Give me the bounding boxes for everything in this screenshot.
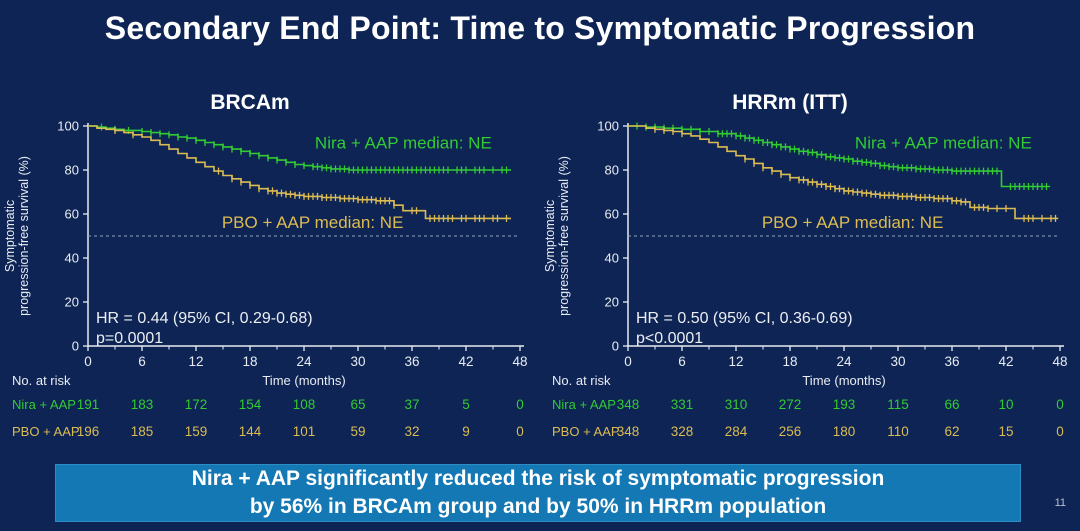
- page-title: Secondary End Point: Time to Symptomatic…: [104, 10, 976, 46]
- risk-value: 5: [462, 397, 470, 412]
- x-tick-label: 36: [404, 354, 419, 369]
- x-tick-label: 6: [678, 354, 686, 369]
- risk-value: 256: [779, 424, 802, 439]
- risk-table-label: No. at risk: [552, 373, 611, 388]
- risk-table-label: No. at risk: [12, 373, 71, 388]
- y-tick-label: 60: [605, 207, 619, 222]
- chart-title: BRCAm: [210, 91, 289, 114]
- risk-value: 65: [350, 397, 365, 412]
- risk-value: 32: [404, 424, 419, 439]
- y-tick-label: 100: [597, 119, 619, 134]
- risk-value: 9: [462, 424, 470, 439]
- risk-value: 196: [77, 424, 100, 439]
- p-value-annotation: p<0.0001: [636, 330, 703, 347]
- y-tick-label: 60: [65, 207, 79, 222]
- y-tick-label: 80: [65, 163, 79, 178]
- risk-value: 193: [833, 397, 856, 412]
- y-tick-label: 100: [57, 119, 79, 134]
- hr-annotation: HR = 0.50 (95% CI, 0.36-0.69): [636, 310, 853, 327]
- risk-value: 10: [998, 397, 1013, 412]
- hr-annotation: HR = 0.44 (95% CI, 0.29-0.68): [96, 310, 313, 327]
- series-label-nira: Nira + AAP median: NE: [855, 134, 1032, 153]
- x-tick-label: 42: [998, 354, 1013, 369]
- risk-value: 154: [239, 397, 262, 412]
- risk-row-name: Nira + AAP: [12, 397, 76, 412]
- risk-value: 101: [293, 424, 316, 439]
- y-tick-label: 0: [72, 339, 79, 354]
- charts-row: BRCAm 0 20 40 60 80 100 0 6 12 18 24 30 36 42 48 Time (m…: [0, 68, 1080, 460]
- risk-value: 185: [131, 424, 154, 439]
- risk-value: 348: [617, 397, 640, 412]
- risk-value: 108: [293, 397, 316, 412]
- x-tick-label: 30: [890, 354, 905, 369]
- risk-value: 331: [671, 397, 694, 412]
- x-axis-label: Time (months): [262, 373, 345, 388]
- chart-title: HRRm (ITT): [732, 91, 847, 114]
- x-tick-label: 48: [512, 354, 527, 369]
- x-tick-label: 6: [138, 354, 146, 369]
- y-tick-label: 40: [65, 251, 79, 266]
- x-tick-label: 0: [84, 354, 92, 369]
- series-label-pbo: PBO + AAP median: NE: [762, 213, 944, 232]
- risk-value: 272: [779, 397, 802, 412]
- risk-value: 159: [185, 424, 208, 439]
- p-value-annotation: p=0.0001: [96, 330, 163, 347]
- y-axis-label-line2: progression-free survival (%): [17, 156, 31, 316]
- series-label-pbo: PBO + AAP median: NE: [222, 213, 404, 232]
- risk-value: 0: [1056, 424, 1064, 439]
- risk-value: 62: [944, 424, 959, 439]
- y-axis-label-line1: Symptomatic: [3, 200, 17, 272]
- risk-value: 37: [404, 397, 419, 412]
- x-tick-label: 18: [242, 354, 257, 369]
- y-tick-label: 20: [605, 295, 619, 310]
- x-tick-label: 42: [458, 354, 473, 369]
- y-axis-label-line2: progression-free survival (%): [557, 156, 571, 316]
- risk-row-name: PBO + AAP: [12, 424, 80, 439]
- risk-value: 0: [516, 424, 524, 439]
- risk-value: 348: [617, 424, 640, 439]
- brcam-km-chart: BRCAm 0 20 40 60 80 100 0 6 12 18 24 30 36 42 48 Time (m…: [3, 91, 528, 439]
- risk-row-name: PBO + AAP: [552, 424, 620, 439]
- x-tick-label: 12: [188, 354, 203, 369]
- risk-value: 180: [833, 424, 856, 439]
- y-axis-label-line1: Symptomatic: [543, 200, 557, 272]
- risk-row-name: Nira + AAP: [552, 397, 616, 412]
- series-label-nira: Nira + AAP median: NE: [315, 134, 492, 153]
- risk-value: 172: [185, 397, 208, 412]
- risk-value: 115: [887, 397, 909, 412]
- y-tick-label: 0: [612, 339, 619, 354]
- risk-value: 284: [725, 424, 748, 439]
- page-number: 11: [1054, 497, 1066, 509]
- x-tick-label: 24: [836, 354, 852, 369]
- x-tick-label: 12: [728, 354, 743, 369]
- conclusion-banner: Nira + AAP significantly reduced the ris…: [55, 464, 1021, 522]
- risk-value: 144: [239, 424, 262, 439]
- x-tick-label: 30: [350, 354, 365, 369]
- y-tick-label: 40: [605, 251, 619, 266]
- risk-value: 328: [671, 424, 694, 439]
- x-tick-label: 36: [944, 354, 959, 369]
- risk-value: 0: [516, 397, 524, 412]
- x-tick-label: 0: [624, 354, 632, 369]
- risk-value: 59: [350, 424, 365, 439]
- x-axis-label: Time (months): [802, 373, 885, 388]
- slide: { "slide": { "title": "Secondary End Poi…: [0, 10, 1080, 531]
- risk-value: 310: [725, 397, 748, 412]
- conclusion-line-2: by 56% in BRCAm group and by 50% in HRRm…: [249, 495, 827, 518]
- y-tick-label: 20: [65, 295, 79, 310]
- risk-value: 0: [1056, 397, 1064, 412]
- x-tick-label: 24: [296, 354, 312, 369]
- risk-value: 191: [77, 397, 100, 412]
- risk-value: 66: [944, 397, 959, 412]
- risk-value: 183: [131, 397, 154, 412]
- risk-value: 110: [887, 424, 909, 439]
- x-tick-label: 48: [1052, 354, 1067, 369]
- conclusion-line-1: Nira + AAP significantly reduced the ris…: [191, 467, 885, 491]
- y-tick-label: 80: [605, 163, 619, 178]
- x-tick-label: 18: [782, 354, 797, 369]
- risk-value: 15: [998, 424, 1013, 439]
